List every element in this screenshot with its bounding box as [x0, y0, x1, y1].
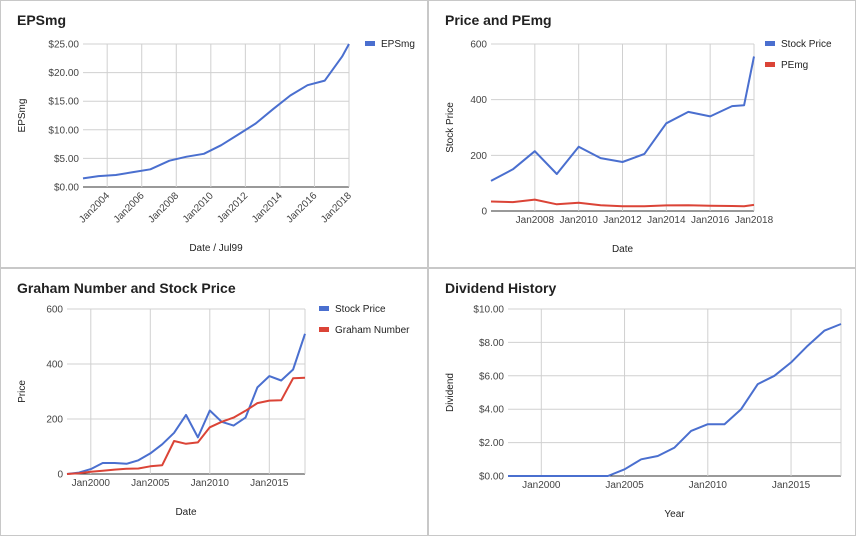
x-tick-label: Jan2004	[77, 190, 112, 225]
y-tick-label: $5.00	[54, 154, 79, 165]
x-tick-label: Jan2008	[146, 190, 181, 225]
y-tick-label: $15.00	[48, 97, 79, 108]
chart-title: EPSmg	[17, 12, 66, 28]
x-tick-label: Jan2005	[131, 478, 170, 489]
chart-title: Price and PEmg	[445, 12, 552, 28]
series-line-stock-price	[490, 56, 755, 182]
legend-swatch	[319, 327, 329, 332]
y-tick-label: 0	[57, 470, 63, 481]
legend-swatch	[765, 62, 775, 67]
dividend-history-chart-panel: Dividend History $0.00 $2.00 $4.00 $6.00 $8.0…	[428, 268, 856, 536]
series-line-epsmg	[82, 43, 350, 180]
price-pemg-chart-panel: Price and PEmg 0 200 400 600 Jan2008 Jan2010 Ja…	[428, 0, 856, 268]
x-tick-label: Jan2018	[735, 215, 774, 226]
series-line-stock-price	[66, 333, 306, 475]
y-tick-label: $6.00	[479, 371, 504, 382]
y-tick-label: $4.00	[479, 405, 504, 416]
series-line-dividend	[508, 323, 842, 477]
chart-title: Graham Number and Stock Price	[17, 280, 236, 296]
graham-number-chart-panel: Graham Number and Stock Price 0 200 400 600 J…	[0, 268, 428, 536]
series-line-pemg	[490, 198, 755, 208]
legend-label: Stock Price	[335, 304, 386, 315]
x-axis-title: Year	[664, 509, 685, 520]
chart-title: Dividend History	[445, 280, 556, 296]
y-axis-title: Stock Price	[445, 102, 456, 153]
y-tick-label: $0.00	[479, 472, 504, 483]
y-tick-label: $2.00	[479, 438, 504, 449]
x-tick-label: Jan2000	[522, 480, 561, 491]
x-tick-label: Jan2014	[250, 190, 285, 225]
legend-swatch	[765, 41, 775, 46]
epsmg-chart-panel: EPSmg $0.00 $5.00 $10.00 $15.00 $20.00 $25.00 J…	[0, 0, 428, 268]
x-tick-label: Jan2014	[647, 215, 686, 226]
x-tick-label: Jan2015	[250, 478, 289, 489]
y-tick-label: $25.00	[48, 40, 79, 51]
legend-swatch	[319, 306, 329, 311]
x-tick-label: Jan2010	[181, 190, 216, 225]
legend-label: PEmg	[781, 60, 808, 71]
y-tick-label: 0	[481, 207, 487, 218]
x-tick-label: Jan2010	[559, 215, 598, 226]
y-tick-label: 600	[470, 40, 487, 51]
y-tick-label: $10.00	[473, 305, 504, 316]
x-tick-label: Jan2010	[191, 478, 230, 489]
x-tick-label: Jan2008	[516, 215, 555, 226]
y-tick-label: $20.00	[48, 68, 79, 79]
x-tick-label: Jan2016	[691, 215, 730, 226]
x-tick-label: Jan2016	[284, 190, 319, 225]
x-tick-label: Jan2015	[772, 480, 811, 491]
y-tick-label: $10.00	[48, 125, 79, 136]
y-tick-label: 400	[470, 95, 487, 106]
y-axis-title: Dividend	[445, 373, 456, 412]
x-tick-label: Jan2018	[319, 190, 354, 225]
p1-svg: EPSmg $0.00 $5.00 $10.00 $15.00 $20.00 $25.00 J…	[17, 12, 415, 254]
y-tick-label: 400	[46, 360, 63, 371]
y-tick-label: 600	[46, 305, 63, 316]
legend-label: EPSmg	[381, 39, 415, 50]
y-tick-label: $8.00	[479, 338, 504, 349]
x-axis-title: Date / Jul99	[189, 243, 243, 254]
legend-swatch	[365, 41, 375, 46]
x-axis-title: Date	[612, 244, 634, 255]
x-tick-label: Jan2006	[112, 190, 147, 225]
p2-svg: Price and PEmg 0 200 400 600 Jan2008 Jan2010 Ja…	[445, 12, 832, 255]
x-tick-label: Jan2005	[605, 480, 644, 491]
x-tick-label: Jan2000	[72, 478, 111, 489]
y-tick-label: 200	[470, 151, 487, 162]
y-axis-title: EPSmg	[17, 99, 28, 133]
y-tick-label: 200	[46, 415, 63, 426]
p4-svg: Dividend History $0.00 $2.00 $4.00 $6.00 $8.0…	[445, 280, 842, 520]
legend-label: Graham Number	[335, 325, 410, 336]
y-axis-title: Price	[17, 380, 28, 403]
series-line-graham-number	[66, 376, 306, 475]
x-tick-label: Jan2012	[603, 215, 642, 226]
p3-svg: Graham Number and Stock Price 0 200 400 600 J…	[17, 280, 410, 518]
x-axis-title: Date	[175, 507, 197, 518]
x-tick-label: Jan2012	[215, 190, 250, 225]
y-tick-label: $0.00	[54, 183, 79, 194]
x-tick-label: Jan2010	[689, 480, 728, 491]
legend-label: Stock Price	[781, 39, 832, 50]
